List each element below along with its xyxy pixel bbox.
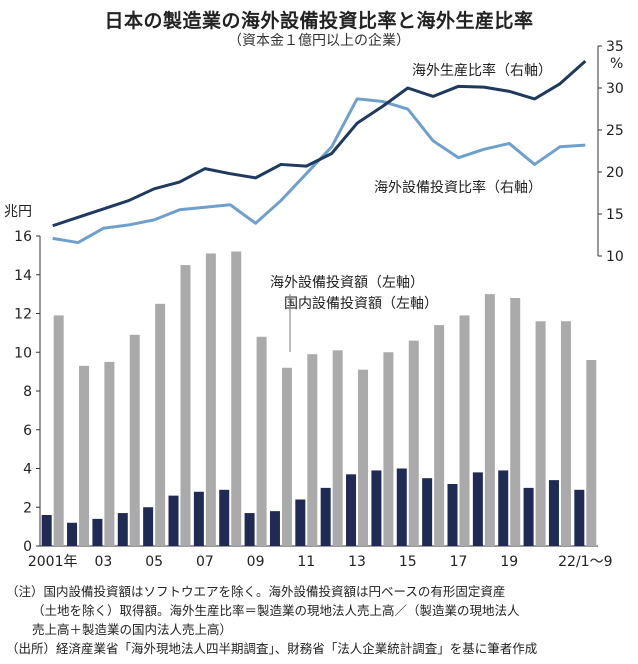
bar-overseas-investment xyxy=(548,480,559,546)
right-axis-tick-label: 25 xyxy=(606,123,624,139)
note-line: （土地を除く）取得額。海外生産比率＝製造業の現地法人売上高／（製造業の現地法人 xyxy=(32,603,520,618)
left-axis-tick-label: 0 xyxy=(23,539,32,555)
line-overseas-production-ratio xyxy=(52,60,587,228)
left-axis-tick-label: 6 xyxy=(23,423,32,439)
right-axis-unit: % xyxy=(610,56,623,72)
bar-domestic-investment xyxy=(459,315,470,546)
left-axis-tick-label: 4 xyxy=(23,462,32,478)
footnotes: （注）国内設備投資額はソフトウエアを除く。海外設備投資額は円ベースの有形固定資産… xyxy=(6,582,636,658)
x-axis-tick-label: 19 xyxy=(500,554,518,570)
left-axis-tick-label: 10 xyxy=(14,345,32,361)
bar-domestic-investment xyxy=(129,334,140,546)
left-axis-unit: 兆円 xyxy=(4,204,32,220)
left-axis-tick-label: 8 xyxy=(23,384,32,400)
line-overseas-investment-ratio xyxy=(52,97,586,245)
left-axis-tick-label: 12 xyxy=(14,307,32,323)
x-axis-tick-label: 09 xyxy=(247,554,265,570)
bar-domestic-investment xyxy=(104,361,115,546)
bar-overseas-investment xyxy=(244,513,255,546)
bar-overseas-investment xyxy=(396,468,407,546)
bar-domestic-investment xyxy=(231,251,242,546)
bar-domestic-investment xyxy=(155,303,166,546)
bar-domestic-investment xyxy=(434,325,445,546)
chart-title: 日本の製造業の海外設備投資比率と海外生産比率 xyxy=(104,10,534,32)
bar-overseas-investment xyxy=(219,489,230,546)
source-line: （出所）経済産業省「海外現地法人四半期調査」、財務省「法人企業統計調査」を基に筆… xyxy=(6,641,538,656)
left-axis-tick-label: 14 xyxy=(14,268,32,284)
note-line: （注）国内設備投資額はソフトウエアを除く。海外設備投資額は円ベースの有形固定資産 xyxy=(6,584,506,599)
bar-overseas-investment xyxy=(422,478,433,546)
x-axis-tick-label: 22/1～9 xyxy=(558,554,612,570)
bar-domestic-investment xyxy=(586,360,597,546)
bar-domestic-investment xyxy=(560,321,571,546)
bar-domestic-investment xyxy=(205,253,216,546)
bar-overseas-investment xyxy=(498,470,509,546)
x-axis-tick-label: 07 xyxy=(196,554,214,570)
bar-overseas-investment xyxy=(168,495,179,546)
bar-domestic-investment xyxy=(307,354,318,546)
bar-overseas-investment xyxy=(320,487,331,546)
bar-overseas-investment xyxy=(143,507,154,546)
bar-overseas-investment xyxy=(523,487,534,546)
x-axis-tick-label: 05 xyxy=(145,554,163,570)
bar-overseas-investment xyxy=(92,518,103,546)
x-axis-tick-label: 11 xyxy=(297,554,315,570)
bar-overseas-investment xyxy=(295,499,306,546)
bar-overseas-investment xyxy=(472,472,483,546)
right-axis-tick-label: 15 xyxy=(606,207,624,223)
bar-domestic-investment xyxy=(408,340,419,546)
bar-domestic-investment xyxy=(281,367,292,546)
right-axis-tick-label: 35 xyxy=(606,39,624,55)
bar-domestic-investment xyxy=(484,294,495,546)
bar-overseas-investment xyxy=(117,513,128,546)
right-axis-tick-label: 30 xyxy=(606,81,624,97)
x-axis-tick-label: 03 xyxy=(94,554,112,570)
bar-domestic-investment xyxy=(383,352,394,546)
bar-overseas-investment xyxy=(574,489,585,546)
bar-overseas-investment xyxy=(269,511,280,546)
bar-domestic-investment xyxy=(358,369,369,546)
x-axis-tick-label: 15 xyxy=(399,554,417,570)
x-axis-tick-label: 13 xyxy=(348,554,366,570)
bar-overseas-investment xyxy=(193,491,204,546)
x-axis-tick-label: 17 xyxy=(450,554,468,570)
note-line: 売上高＋製造業の国内法人売上高） xyxy=(32,622,233,637)
bar-overseas-investment xyxy=(41,515,52,546)
bar-overseas-investment xyxy=(371,470,382,546)
x-axis-tick-label: 2001年 xyxy=(28,554,78,570)
series-label-production-ratio: 海外生産比率（右軸） xyxy=(412,62,552,79)
right-axis-tick-label: 10 xyxy=(606,249,624,265)
series-label-domestic-investment: 国内設備投資額（左軸） xyxy=(284,296,438,312)
bar-overseas-investment xyxy=(67,522,78,546)
bar-overseas-investment xyxy=(346,474,357,546)
bar-domestic-investment xyxy=(535,321,546,546)
bar-domestic-investment xyxy=(79,365,90,546)
series-label-investment-ratio: 海外設備投資比率（右軸） xyxy=(374,179,542,196)
bar-domestic-investment xyxy=(256,336,267,546)
chart-subtitle: （資本金１億円以上の企業） xyxy=(228,33,410,49)
series-label-overseas-investment: 海外設備投資額（左軸） xyxy=(270,275,424,291)
bar-domestic-investment xyxy=(510,298,521,546)
bar-domestic-investment xyxy=(53,315,64,546)
left-axis-tick-label: 16 xyxy=(14,229,32,245)
bar-domestic-investment xyxy=(180,265,191,546)
bar-domestic-investment xyxy=(332,350,343,546)
right-axis-tick-label: 20 xyxy=(606,165,624,181)
left-axis-tick-label: 2 xyxy=(23,500,32,516)
bar-overseas-investment xyxy=(447,484,458,546)
